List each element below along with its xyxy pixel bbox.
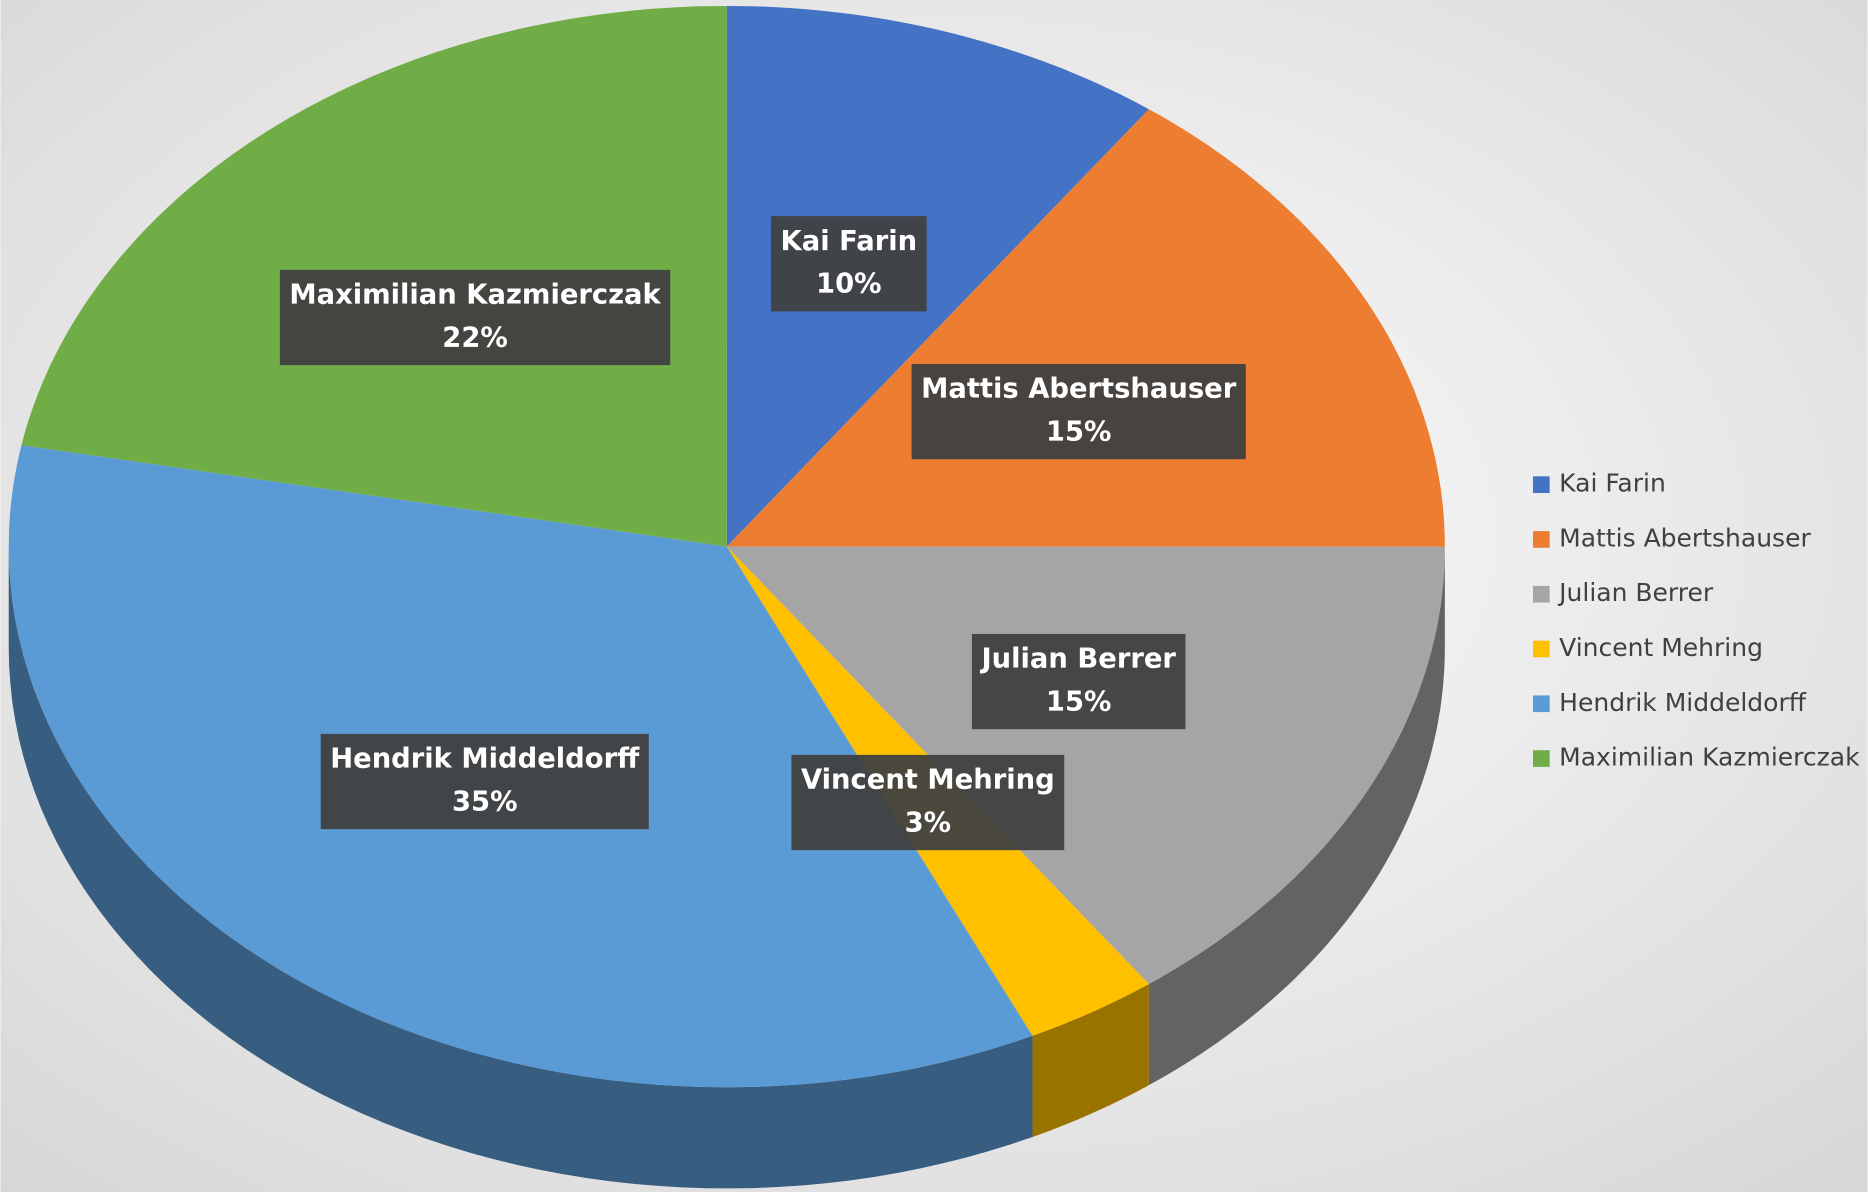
data-label-value: 15% [1046,417,1112,448]
data-label-box [971,633,1186,730]
data-label-box [279,269,671,366]
slice [726,546,1445,984]
legend-swatch [1532,585,1550,603]
slice-side [8,546,1033,1189]
data-label-name: Mattis Abertshauser [921,374,1237,405]
data-label-name: Hendrik Middeldorff [330,744,640,775]
data-label-value: 10% [816,269,882,300]
data-label-name: Kai Farin [781,226,918,257]
slice-side [1032,983,1149,1137]
legend-label: Kai Farin [1559,469,1666,498]
legend-label: Vincent Mehring [1559,633,1763,662]
legend-swatch [1532,750,1550,767]
slice [726,5,1149,547]
legend-label: Maximilian Kazmierczak [1559,743,1860,772]
legend-label: Mattis Abertshauser [1559,523,1811,552]
legend-swatch [1532,476,1550,493]
legend-label: Julian Berrer [1557,578,1714,607]
data-label-box [771,216,927,312]
slice-side [1148,546,1445,1086]
data-label-box [791,754,1065,851]
legend-swatch [1532,695,1550,713]
data-label-box [320,733,649,830]
slice [726,109,1445,547]
data-label-name: Julian Berrer [979,644,1176,675]
data-label-box [911,363,1246,460]
legend-label: Hendrik Middeldorff [1559,688,1807,717]
data-label-value: 35% [452,786,518,817]
legend-swatch [1532,531,1550,548]
data-label-value: 15% [1046,687,1112,718]
data-label-value: 22% [442,322,508,353]
legend-swatch [1532,640,1550,658]
data-label-name: Vincent Mehring [801,765,1055,796]
data-label-value: 3% [905,807,951,838]
data-label-name: Maximilian Kazmierczak [289,280,661,311]
